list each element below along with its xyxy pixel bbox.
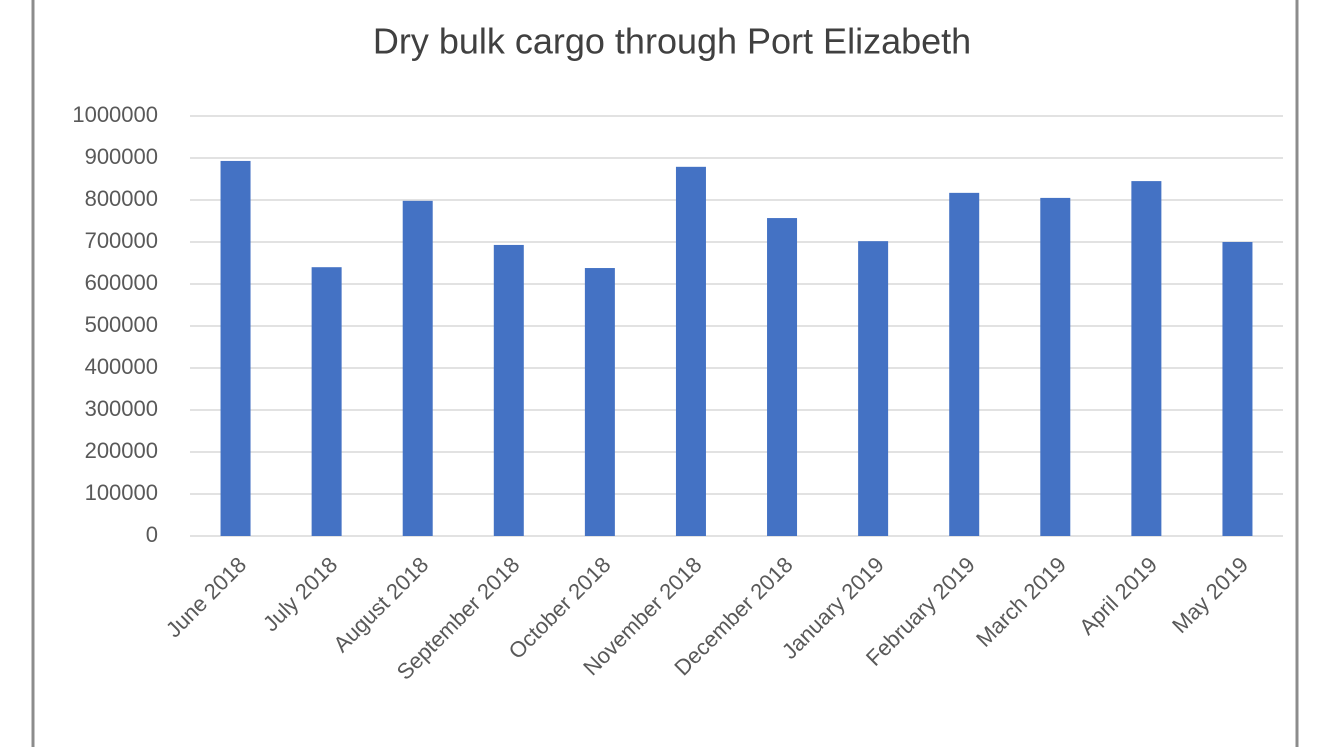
- y-tick-label: 500000: [85, 312, 158, 337]
- bar: [1131, 181, 1162, 536]
- y-tick-label: 0: [146, 522, 158, 547]
- y-tick-label: 100000: [85, 480, 158, 505]
- y-tick-label: 1000000: [72, 102, 158, 127]
- bar: [584, 268, 615, 536]
- y-tick-label: 600000: [85, 270, 158, 295]
- y-tick-label: 900000: [85, 144, 158, 169]
- y-tick-label: 200000: [85, 438, 158, 463]
- bar: [949, 192, 980, 537]
- bar: [1222, 242, 1253, 536]
- y-tick-label: 300000: [85, 396, 158, 421]
- bar: [402, 200, 433, 536]
- chart-title: Dry bulk cargo through Port Elizabeth: [373, 21, 971, 62]
- y-tick-label: 400000: [85, 354, 158, 379]
- y-tick-label: 800000: [85, 186, 158, 211]
- bar: [767, 218, 798, 536]
- y-tick-label: 700000: [85, 228, 158, 253]
- bar: [675, 166, 706, 536]
- bar: [493, 244, 524, 536]
- bar: [220, 160, 251, 536]
- bar: [311, 267, 342, 536]
- bar: [858, 241, 889, 536]
- bar: [1040, 197, 1071, 536]
